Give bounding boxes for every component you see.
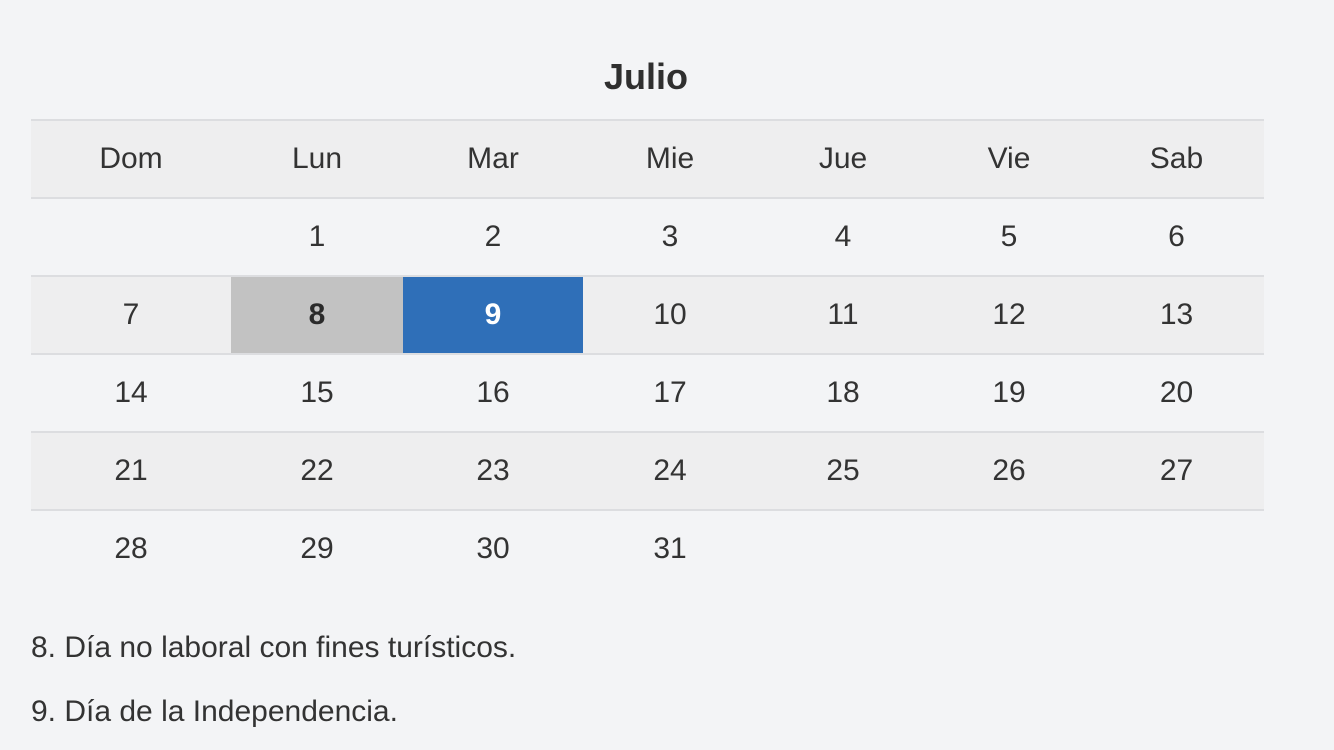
day-cell: 17 <box>583 353 757 432</box>
day-cell: 12 <box>929 275 1089 354</box>
day-cell: 19 <box>929 353 1089 432</box>
day-cell: 18 <box>757 353 929 432</box>
empty-day-cell <box>31 197 231 276</box>
day-cell: 3 <box>583 197 757 276</box>
day-cell: 24 <box>583 431 757 510</box>
holiday-notes: 8. Día no laboral con fines turísticos. … <box>31 622 1231 750</box>
day-cell: 26 <box>929 431 1089 510</box>
day-cell: 6 <box>1089 197 1264 276</box>
note-independence-day: 9. Día de la Independencia. <box>31 695 398 728</box>
day-cell: 14 <box>31 353 231 432</box>
weekday-header-row: Dom Lun Mar Mie Jue Vie Sab <box>31 119 1264 198</box>
day-cell: 2 <box>403 197 583 276</box>
day-cell: 21 <box>31 431 231 510</box>
week-row: 1 2 3 4 5 6 <box>31 197 1264 276</box>
day-cell: 11 <box>757 275 929 354</box>
non-working-day-cell: 8 <box>231 275 403 354</box>
day-cell: 27 <box>1089 431 1264 510</box>
day-cell: 16 <box>403 353 583 432</box>
week-row: 14 15 16 17 18 19 20 <box>31 353 1264 432</box>
weekday-header-dom: Dom <box>31 119 231 198</box>
note-non-working-day: 8. Día no laboral con fines turísticos. <box>31 631 517 664</box>
day-cell: 5 <box>929 197 1089 276</box>
empty-day-cell <box>757 509 929 587</box>
weekday-header-sab: Sab <box>1089 119 1264 198</box>
day-cell: 23 <box>403 431 583 510</box>
day-cell: 29 <box>231 509 403 587</box>
day-cell: 13 <box>1089 275 1264 354</box>
week-row: 7 8 9 10 11 12 13 <box>31 275 1264 354</box>
day-cell: 31 <box>583 509 757 587</box>
day-cell: 4 <box>757 197 929 276</box>
weekday-header-jue: Jue <box>757 119 929 198</box>
day-cell: 25 <box>757 431 929 510</box>
day-cell: 15 <box>231 353 403 432</box>
month-title: Julio <box>603 56 688 97</box>
day-cell: 10 <box>583 275 757 354</box>
holiday-day-cell: 9 <box>403 275 583 354</box>
empty-day-cell <box>929 509 1089 587</box>
weekday-header-mar: Mar <box>403 119 583 198</box>
weekday-header-vie: Vie <box>929 119 1089 198</box>
day-cell: 28 <box>31 509 231 587</box>
empty-day-cell <box>1089 509 1264 587</box>
day-cell: 20 <box>1089 353 1264 432</box>
day-cell: 22 <box>231 431 403 510</box>
day-cell: 30 <box>403 509 583 587</box>
day-cell: 1 <box>231 197 403 276</box>
week-row: 21 22 23 24 25 26 27 <box>31 431 1264 510</box>
week-row: 28 29 30 31 <box>31 509 1264 587</box>
day-cell: 7 <box>31 275 231 354</box>
calendar-grid: Dom Lun Mar Mie Jue Vie Sab 1 2 3 4 5 6 … <box>31 119 1264 587</box>
weekday-header-mie: Mie <box>583 119 757 198</box>
weekday-header-lun: Lun <box>231 119 403 198</box>
